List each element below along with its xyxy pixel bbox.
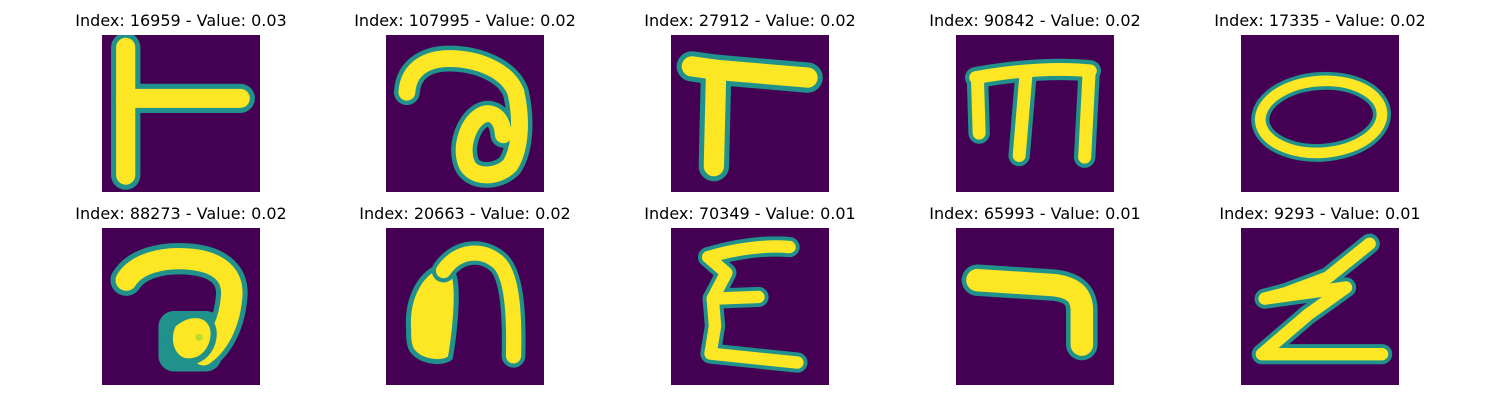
panel-title: Index: 27912 - Value: 0.02 xyxy=(644,11,856,30)
glyph-z-zigzag xyxy=(1241,228,1399,385)
grid-panel: Index: 27912 - Value: 0.02 xyxy=(608,0,892,192)
grid-panel: Index: 88273 - Value: 0.02 xyxy=(39,193,323,385)
panel-title: Index: 107995 - Value: 0.02 xyxy=(354,11,576,30)
glyph-o-oval xyxy=(1241,35,1399,192)
panel-title: Index: 17335 - Value: 0.02 xyxy=(1214,11,1426,30)
glyph-m-inverted xyxy=(956,35,1114,192)
glyph-epsilon xyxy=(671,228,829,385)
glyph-image xyxy=(102,228,260,385)
glyph-image xyxy=(956,228,1114,385)
glyph-image xyxy=(1241,35,1399,192)
glyph-image xyxy=(102,35,260,192)
panel-title: Index: 90842 - Value: 0.02 xyxy=(929,11,1141,30)
panel-title: Index: 9293 - Value: 0.01 xyxy=(1219,204,1421,223)
glyph-r-corner xyxy=(671,35,829,192)
panel-title: Index: 20663 - Value: 0.02 xyxy=(359,204,571,223)
glyph-l-bent xyxy=(956,228,1114,385)
glyph-n-arch xyxy=(386,228,544,385)
grid-panel: Index: 16959 - Value: 0.03 xyxy=(39,0,323,192)
panel-title: Index: 16959 - Value: 0.03 xyxy=(75,11,287,30)
grid-panel: Index: 90842 - Value: 0.02 xyxy=(893,0,1177,192)
grid-panel: Index: 9293 - Value: 0.01 xyxy=(1178,193,1462,385)
grid-panel: Index: 20663 - Value: 0.02 xyxy=(323,193,607,385)
glyph-image xyxy=(386,228,544,385)
grid-panel: Index: 107995 - Value: 0.02 xyxy=(323,0,607,192)
panel-title: Index: 88273 - Value: 0.02 xyxy=(75,204,287,223)
glyph-a-filled xyxy=(102,228,260,385)
glyph-a-loop xyxy=(386,35,544,192)
glyph-image xyxy=(956,35,1114,192)
glyph-image xyxy=(386,35,544,192)
glyph-t-rotated xyxy=(102,35,260,192)
grid-panel: Index: 70349 - Value: 0.01 xyxy=(608,193,892,385)
glyph-image xyxy=(671,35,829,192)
panel-title: Index: 65993 - Value: 0.01 xyxy=(929,204,1141,223)
panel-title: Index: 70349 - Value: 0.01 xyxy=(644,204,856,223)
glyph-image xyxy=(1241,228,1399,385)
glyph-image xyxy=(671,228,829,385)
grid-panel: Index: 17335 - Value: 0.02 xyxy=(1178,0,1462,192)
grid-panel: Index: 65993 - Value: 0.01 xyxy=(893,193,1177,385)
